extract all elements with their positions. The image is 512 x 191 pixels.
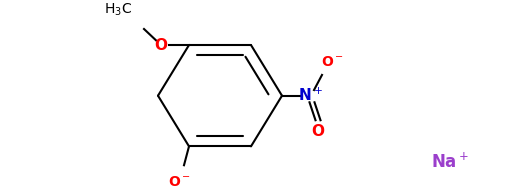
Text: O: O	[155, 38, 167, 53]
Text: H$_3$C: H$_3$C	[104, 1, 132, 18]
Text: O$^-$: O$^-$	[167, 175, 190, 189]
Text: O: O	[311, 124, 325, 139]
Text: O$^-$: O$^-$	[321, 55, 344, 69]
Text: N$^+$: N$^+$	[297, 87, 323, 104]
Text: Na$^+$: Na$^+$	[431, 152, 469, 171]
